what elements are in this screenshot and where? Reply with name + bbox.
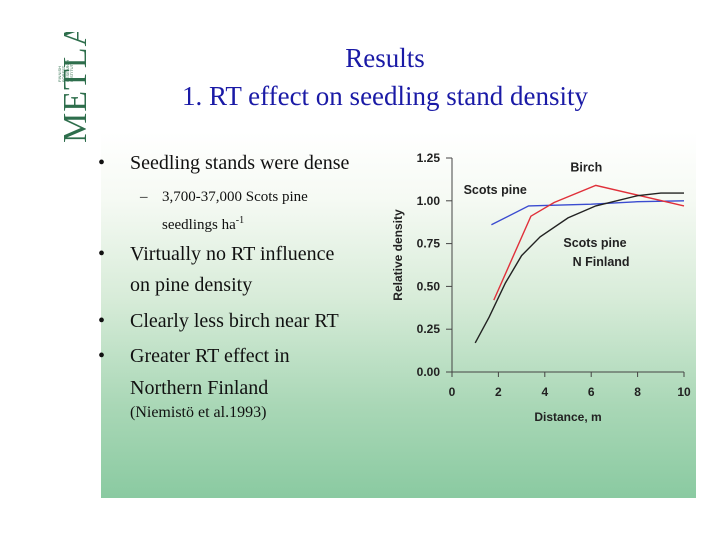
slide-subtitle: 1. RT effect on seedling stand density [181,81,589,111]
sub-bullet-1-text-cont: seedlings ha-1 [162,209,244,237]
ha-exponent: -1 [235,215,245,226]
bullet-dot: • [98,345,106,367]
metla-logo-text: METLA [57,32,94,143]
bullet-dot: • [98,310,106,332]
bullet-4-text-cont: Northern Finland [130,377,269,399]
sub-bullet-1-text: 3,700-37,000 Scots pine [162,189,308,205]
metla-logo-small-2: FOREST [61,65,66,82]
bullet-dot: • [98,243,106,265]
bullet-2-text: Virtually no RT influence [130,243,335,265]
bullet-2-text-cont: on pine density [130,274,253,296]
metla-logo-small-1: FINNISH [57,66,62,82]
sub-bullet-dash: – [140,189,148,205]
bullet-3-text: Clearly less birch near RT [130,310,339,332]
metla-logo: METLA FINNISH FOREST RESEARCH INSTITUTE [57,32,94,143]
bullet-4-text: Greater RT effect in [130,345,290,367]
metla-logo-small-4: INSTITUTE [69,61,74,82]
citation: (Niemistö et al.1993) [130,404,267,421]
bullet-dot: • [98,152,106,174]
metla-logo-small-3: RESEARCH [65,60,70,82]
slide-title: Results [345,43,425,73]
bullet-1-text: Seedling stands were dense [130,152,350,174]
seedlings-ha-text: seedlings ha [162,217,236,233]
